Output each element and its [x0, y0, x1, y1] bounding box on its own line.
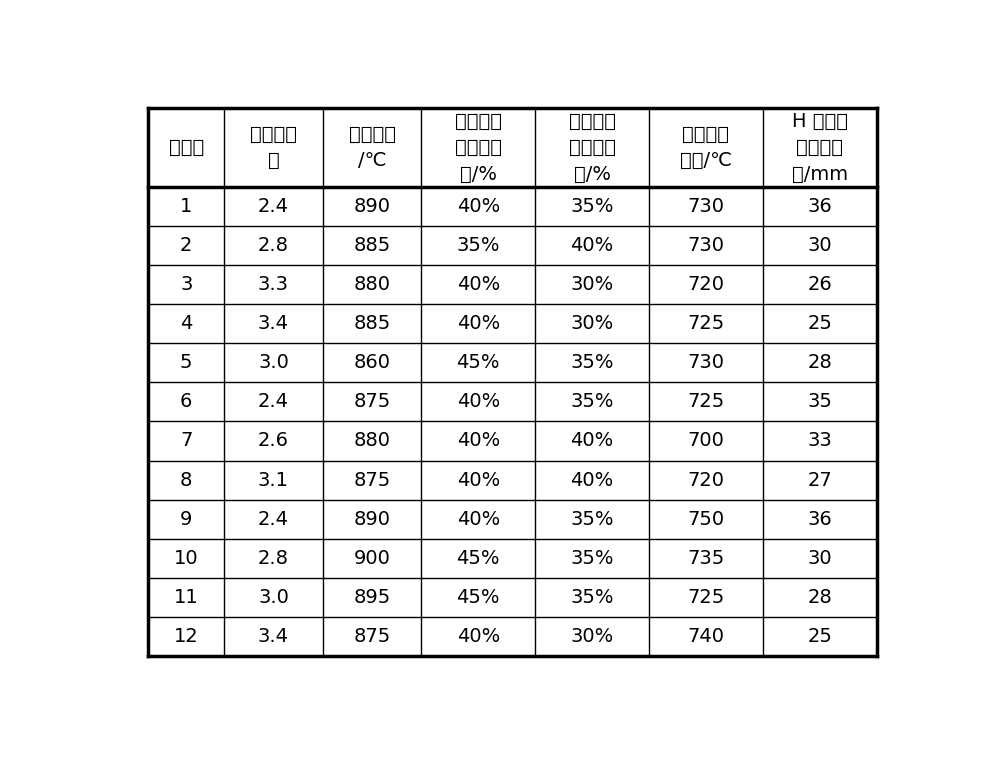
Text: 7: 7	[180, 431, 192, 450]
Text: 880: 880	[354, 275, 391, 294]
Text: 875: 875	[353, 392, 391, 411]
Text: 2.8: 2.8	[258, 236, 289, 255]
Text: 40%: 40%	[571, 431, 614, 450]
Text: 35%: 35%	[457, 236, 500, 255]
Text: 730: 730	[687, 197, 724, 216]
Text: 3.4: 3.4	[258, 314, 289, 333]
Text: 2: 2	[180, 236, 192, 255]
Text: 3.4: 3.4	[258, 628, 289, 646]
Text: 40%: 40%	[457, 509, 500, 528]
Text: 720: 720	[687, 275, 724, 294]
Text: 35%: 35%	[570, 588, 614, 607]
Text: 725: 725	[687, 588, 725, 607]
Text: 27: 27	[807, 471, 832, 490]
Text: 25: 25	[807, 314, 832, 333]
Text: 35%: 35%	[570, 549, 614, 568]
Text: 895: 895	[353, 588, 391, 607]
Text: 45%: 45%	[457, 354, 500, 372]
Text: 730: 730	[687, 354, 724, 372]
Text: 40%: 40%	[457, 628, 500, 646]
Text: 740: 740	[687, 628, 724, 646]
Text: 2.4: 2.4	[258, 197, 289, 216]
Text: 880: 880	[354, 431, 391, 450]
Text: 3.3: 3.3	[258, 275, 289, 294]
Text: 轧制压缩
比: 轧制压缩 比	[250, 125, 297, 170]
Text: 725: 725	[687, 314, 725, 333]
Text: 735: 735	[687, 549, 725, 568]
Text: 30: 30	[808, 549, 832, 568]
Text: 885: 885	[353, 236, 391, 255]
Text: 890: 890	[354, 509, 391, 528]
Text: 40%: 40%	[457, 392, 500, 411]
Text: 45%: 45%	[457, 588, 500, 607]
Text: 3.0: 3.0	[258, 588, 289, 607]
Text: 12: 12	[174, 628, 199, 646]
Text: 终轧温度
/℃: 终轧温度 /℃	[349, 125, 396, 170]
Text: 粗轧道次
平均压下
率/%: 粗轧道次 平均压下 率/%	[455, 111, 502, 183]
Text: 900: 900	[354, 549, 391, 568]
Text: 33: 33	[807, 431, 832, 450]
Text: 875: 875	[353, 471, 391, 490]
Text: 860: 860	[354, 354, 391, 372]
Text: 700: 700	[688, 431, 724, 450]
Text: 6: 6	[180, 392, 192, 411]
Text: 9: 9	[180, 509, 192, 528]
Text: 28: 28	[807, 588, 832, 607]
Text: 25: 25	[807, 628, 832, 646]
Text: 35%: 35%	[570, 392, 614, 411]
Text: 粗轧道次
平均压下
率/%: 粗轧道次 平均压下 率/%	[569, 111, 616, 183]
Text: 725: 725	[687, 392, 725, 411]
Text: 40%: 40%	[457, 431, 500, 450]
Text: 36: 36	[807, 197, 832, 216]
Text: 45%: 45%	[457, 549, 500, 568]
Text: 10: 10	[174, 549, 199, 568]
Text: 35%: 35%	[570, 354, 614, 372]
Text: 890: 890	[354, 197, 391, 216]
Text: 730: 730	[687, 236, 724, 255]
Text: 40%: 40%	[571, 236, 614, 255]
Text: 40%: 40%	[457, 314, 500, 333]
Text: 30: 30	[808, 236, 832, 255]
Text: 30%: 30%	[571, 314, 614, 333]
Text: 40%: 40%	[457, 275, 500, 294]
Text: 3.1: 3.1	[258, 471, 289, 490]
Text: 实施例: 实施例	[169, 138, 204, 157]
Text: 28: 28	[807, 354, 832, 372]
Text: 720: 720	[687, 471, 724, 490]
Text: 2.6: 2.6	[258, 431, 289, 450]
Text: 40%: 40%	[457, 197, 500, 216]
Text: 35%: 35%	[570, 197, 614, 216]
Text: 26: 26	[807, 275, 832, 294]
Text: 1: 1	[180, 197, 192, 216]
Text: 36: 36	[807, 509, 832, 528]
Text: 4: 4	[180, 314, 192, 333]
Text: 875: 875	[353, 628, 391, 646]
Text: 5: 5	[180, 354, 192, 372]
Text: 8: 8	[180, 471, 192, 490]
Text: H 型钢成
品翼缘厚
度/mm: H 型钢成 品翼缘厚 度/mm	[792, 111, 848, 183]
Text: 立冷开始
温度/℃: 立冷开始 温度/℃	[680, 125, 732, 170]
Text: 2.4: 2.4	[258, 509, 289, 528]
Text: 11: 11	[174, 588, 199, 607]
Text: 30%: 30%	[571, 275, 614, 294]
Text: 3.0: 3.0	[258, 354, 289, 372]
Text: 3: 3	[180, 275, 192, 294]
Text: 40%: 40%	[571, 471, 614, 490]
Text: 35%: 35%	[570, 509, 614, 528]
Text: 2.4: 2.4	[258, 392, 289, 411]
Text: 30%: 30%	[571, 628, 614, 646]
Text: 885: 885	[353, 314, 391, 333]
Text: 40%: 40%	[457, 471, 500, 490]
Text: 750: 750	[687, 509, 725, 528]
Text: 35: 35	[807, 392, 832, 411]
Text: 2.8: 2.8	[258, 549, 289, 568]
